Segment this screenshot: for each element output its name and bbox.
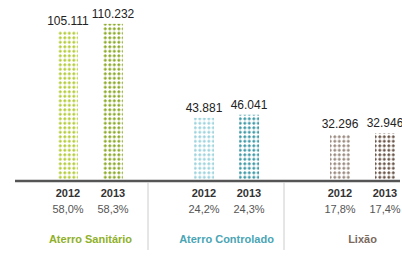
divider [148, 182, 149, 250]
divider [284, 182, 285, 250]
category-label: 2013 [237, 187, 261, 199]
bar [194, 118, 214, 180]
share-label: 17,8% [324, 203, 355, 215]
category-label: 2012 [192, 187, 216, 199]
category-label: 2012 [328, 187, 352, 199]
group-label: Aterro Sanitário [49, 233, 132, 245]
data-label: 46.041 [231, 98, 268, 112]
group-label: Lixão [348, 233, 377, 245]
share-label: 17,4% [369, 203, 400, 215]
share-label: 58,0% [52, 203, 83, 215]
bars [58, 24, 395, 180]
data-label: 110.232 [92, 7, 135, 21]
data-label: 105.111 [47, 14, 89, 28]
data-label: 43.881 [186, 101, 223, 115]
group-label: Aterro Controlado [179, 233, 274, 245]
baseline [15, 180, 400, 183]
labels: 105.111 2012 58,0% 110.232 2013 58,3% Aterro S… [47, 7, 402, 245]
data-label: 32.296 [322, 117, 359, 131]
chart: 105.111 2012 58,0% 110.232 2013 58,3% Aterro S… [0, 0, 402, 257]
bar [103, 24, 123, 180]
category-label: 2013 [373, 187, 397, 199]
share-label: 24,3% [233, 203, 264, 215]
category-label: 2013 [101, 187, 125, 199]
bar [375, 133, 395, 180]
bar [58, 31, 78, 180]
category-label: 2012 [56, 187, 80, 199]
data-label: 32.946 [367, 116, 402, 130]
share-label: 24,2% [188, 203, 219, 215]
bar [239, 115, 259, 180]
bar [330, 134, 350, 180]
share-label: 58,3% [97, 203, 128, 215]
